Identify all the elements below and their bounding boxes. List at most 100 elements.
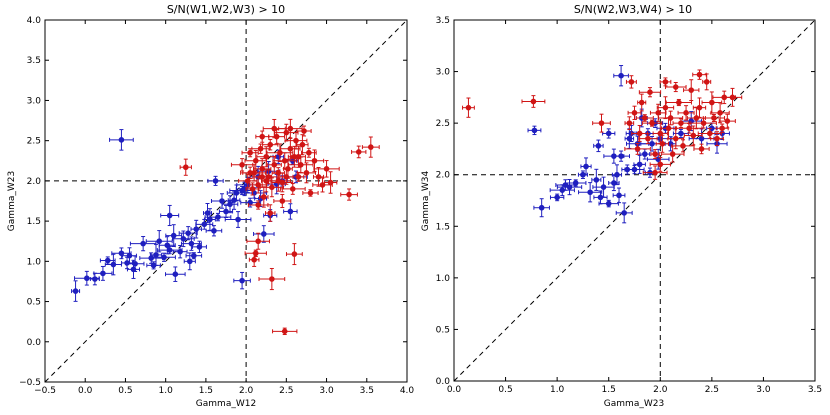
right-data-point-red <box>657 130 664 137</box>
right-ytick-label: 2.5 <box>436 119 450 129</box>
right-plot-frame <box>453 19 816 382</box>
right-data-point-blue <box>636 161 643 168</box>
left-data-point-blue <box>185 230 191 236</box>
right-data-point-blue <box>583 163 589 170</box>
left-data-point-blue <box>196 244 203 250</box>
left-xtick-label: 1.0 <box>159 386 174 396</box>
right-data-point-blue <box>605 130 612 137</box>
left-data-point-red <box>323 166 330 172</box>
right-data-point-blue <box>595 143 602 149</box>
right-data-point-red <box>638 99 645 106</box>
right-data-point-red <box>657 161 664 168</box>
right-ytick-label: 1.5 <box>436 222 450 232</box>
left-data-point-red <box>303 170 310 176</box>
right-data-point-blue <box>616 192 622 199</box>
right-data-point-blue <box>649 140 655 147</box>
right-title: S/N(W2,W3,W4) > 10 <box>574 3 692 16</box>
right-data-point-red <box>667 115 674 121</box>
left-data-point-blue <box>261 231 267 237</box>
right-data-point-red <box>678 120 684 126</box>
left-data-point-red <box>287 145 294 152</box>
right-data-point-red <box>665 125 672 132</box>
left-data-point-blue <box>156 238 163 245</box>
left-data-point-red <box>315 174 322 180</box>
right-xtick-label: 2.0 <box>653 385 668 395</box>
right-xlabel: Gamma_W23 <box>604 399 664 409</box>
right-ytick-label: 0.0 <box>436 377 451 387</box>
left-data-point-red <box>239 162 245 168</box>
left-data-point-blue <box>235 216 241 223</box>
left-data-point-blue <box>287 208 294 215</box>
right-data-point-red <box>649 120 655 126</box>
right-data-point-blue <box>618 72 624 79</box>
right-data-point-red <box>696 71 703 78</box>
left-data-point-red <box>182 164 189 171</box>
left-xtick-label: 0.0 <box>78 386 93 396</box>
right-ytick-label: 3.0 <box>436 68 451 78</box>
left-data-point-red <box>259 133 266 140</box>
right-data-point-red <box>530 98 537 105</box>
left-data-point-red <box>249 186 256 192</box>
right-data-point-blue <box>587 189 593 196</box>
left-data-point-blue <box>207 216 213 223</box>
left-data-point-blue <box>161 254 167 261</box>
left-xtick-label: 1.5 <box>199 386 213 396</box>
right-plot-area <box>453 19 816 382</box>
left-xtick-label: 0.5 <box>118 386 132 396</box>
left-data-point-blue <box>223 208 229 215</box>
right-data-point-red <box>686 125 692 132</box>
left-ylabel: Gamma_W23 <box>7 171 17 231</box>
right-data-point-blue <box>611 153 617 159</box>
right-data-point-blue <box>642 151 648 157</box>
right-data-point-red <box>662 104 669 111</box>
left-data-point-blue <box>140 240 146 247</box>
left-data-point-blue <box>211 227 217 234</box>
right-data-point-red <box>647 89 653 95</box>
left-ytick-label: 2.0 <box>27 177 42 187</box>
left-data-point-blue <box>180 236 187 242</box>
left-data-point-blue <box>172 271 179 278</box>
left-data-point-red <box>244 178 251 184</box>
right-data-point-red <box>636 130 643 137</box>
right-data-point-blue <box>605 200 612 207</box>
left-data-point-red <box>311 157 318 164</box>
right-data-point-red <box>680 143 686 149</box>
right-data-point-blue <box>580 171 586 178</box>
left-data-point-blue <box>126 252 133 259</box>
right-data-point-red <box>714 135 720 142</box>
left-plot-frame <box>44 19 408 383</box>
right-data-point-red <box>703 79 710 85</box>
left-data-point-red <box>247 149 253 156</box>
right-xtick-label: 1.5 <box>602 385 616 395</box>
left-data-point-red <box>263 153 270 160</box>
left-data-point-blue <box>188 240 195 247</box>
right-ylabel: Gamma_W34 <box>421 171 431 232</box>
right-data-point-red <box>655 110 662 116</box>
right-data-point-red <box>698 146 705 152</box>
right-data-point-blue <box>531 127 538 134</box>
right-data-point-blue <box>572 180 579 186</box>
left-panel: S/N(W1,W2,W3) > 10 −0.5 0.0 0.5 1.0 1.5 2.0 2.… <box>7 3 414 409</box>
left-data-point-blue <box>170 232 177 239</box>
right-data-point-blue <box>614 171 620 178</box>
right-data-point-blue <box>698 135 705 142</box>
left-xtick-label: 3.0 <box>319 386 334 396</box>
left-ytick-label: 0.5 <box>27 298 41 308</box>
left-ytick-label: 2.5 <box>27 137 41 147</box>
left-ytick-label: −0.5 <box>19 378 41 388</box>
left-data-point-blue <box>124 260 130 266</box>
left-ytick-label: 1.0 <box>27 257 42 267</box>
left-ytick-label: 4.0 <box>27 16 42 26</box>
left-data-point-red <box>271 162 278 168</box>
left-data-point-red <box>355 149 362 155</box>
left-data-point-red <box>255 182 261 188</box>
right-data-point-red <box>676 99 682 106</box>
left-data-point-red <box>298 162 304 168</box>
left-xtick-label: 3.5 <box>360 386 374 396</box>
right-data-point-red <box>700 120 707 126</box>
left-xtick-label: 2.5 <box>279 386 293 396</box>
left-data-point-blue <box>215 214 221 220</box>
right-data-point-red <box>642 115 648 121</box>
left-data-point-blue <box>212 178 219 184</box>
